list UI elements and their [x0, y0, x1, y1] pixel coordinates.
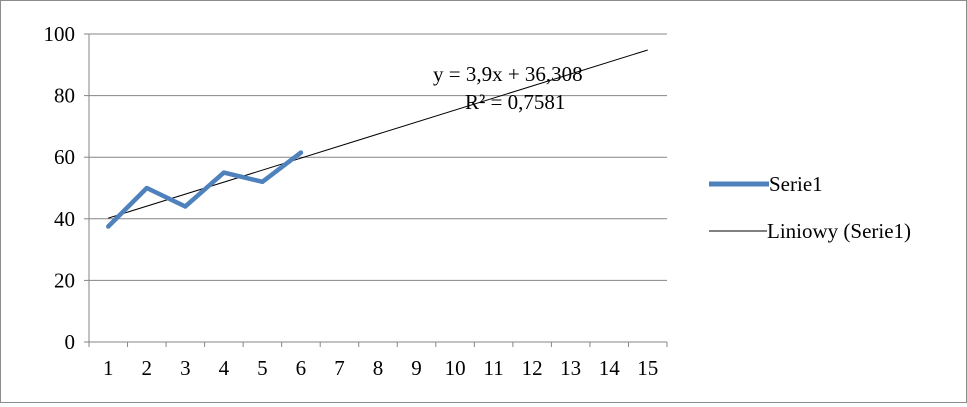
x-tick-label-15: 15: [637, 356, 658, 380]
data-point-3: [183, 204, 188, 209]
y-tick-label-20: 20: [54, 268, 75, 292]
x-tick-label-6: 6: [296, 356, 307, 380]
trendline-layer: [108, 49, 648, 219]
legend: Serie1 Liniowy (Serie1): [709, 172, 911, 243]
y-tick-label-80: 80: [54, 84, 75, 108]
trendline-equation: y = 3,9x + 36,308: [433, 62, 583, 86]
x-axis-tick-labels: 1 2 3 4 5 6 7 8 9 10 11 12 13 14 15: [103, 356, 658, 380]
series-line-serie1: [106, 150, 304, 229]
data-point-5: [260, 179, 265, 184]
x-tick-label-13: 13: [560, 356, 581, 380]
y-axis-tick-labels: 0 20 40 60 80 100: [44, 22, 76, 354]
y-tick-label-0: 0: [65, 330, 76, 354]
x-tick-label-3: 3: [180, 356, 191, 380]
data-point-1: [106, 224, 111, 229]
y-tick-label-60: 60: [54, 145, 75, 169]
data-point-2: [144, 186, 149, 190]
x-tick-label-9: 9: [411, 356, 422, 380]
x-tick-label-8: 8: [373, 356, 384, 380]
gridlines: [89, 33, 667, 281]
x-tick-label-1: 1: [103, 356, 114, 380]
series-layer: [106, 150, 304, 229]
x-tick-label-4: 4: [219, 356, 230, 380]
y-tick-label-100: 100: [44, 22, 76, 46]
axes: [84, 33, 668, 347]
x-tick-label-14: 14: [599, 356, 621, 380]
x-tick-label-5: 5: [257, 356, 268, 380]
data-point-6: [298, 150, 303, 155]
x-tick-label-10: 10: [445, 356, 466, 380]
x-tick-label-2: 2: [142, 356, 153, 380]
trendline: [108, 49, 648, 219]
x-tick-label-12: 12: [522, 356, 543, 380]
legend-label-trendline: Liniowy (Serie1): [767, 219, 911, 243]
data-point-4: [221, 170, 226, 175]
legend-label-serie1: Serie1: [769, 172, 823, 196]
trendline-r-squared: R² = 0,7581: [465, 90, 565, 114]
x-tick-label-7: 7: [334, 356, 345, 380]
x-tick-label-11: 11: [483, 356, 503, 380]
y-tick-label-40: 40: [54, 207, 75, 231]
